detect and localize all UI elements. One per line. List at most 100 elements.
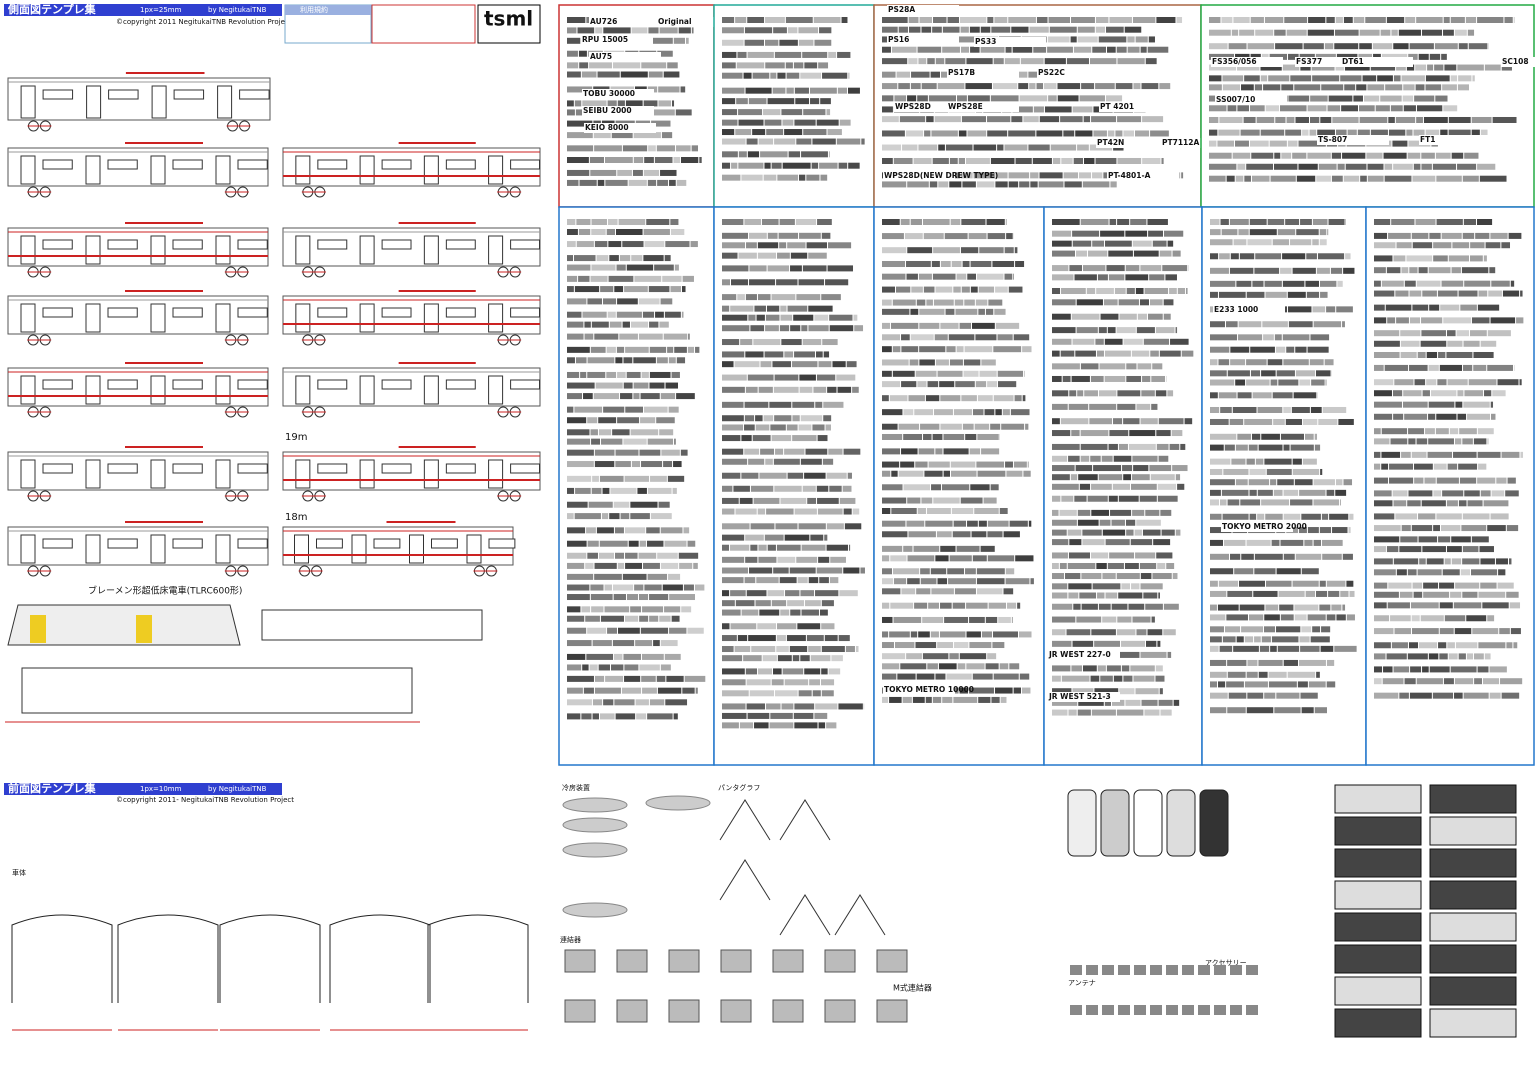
sprite-part [779, 219, 795, 225]
sprite-part [1004, 273, 1013, 280]
front-scale: 1px=10mm [140, 785, 182, 793]
sprite-part [1513, 642, 1518, 649]
sprite-part [1059, 563, 1067, 570]
sprite-part [1148, 230, 1164, 237]
door [215, 155, 231, 185]
sprite-part [1235, 479, 1248, 486]
sprite-part [664, 255, 671, 262]
sprite-part [617, 562, 625, 569]
sprite-part [1052, 474, 1070, 481]
sprite-part [771, 294, 796, 301]
sprite-part [567, 371, 580, 378]
sprite-part [1098, 36, 1127, 43]
sprite-part [1300, 645, 1320, 652]
sprite-part [1374, 490, 1392, 497]
sprite-part [930, 631, 939, 638]
sprite-part [626, 264, 654, 271]
sprite-part [860, 567, 865, 574]
sprite-part [1108, 250, 1133, 257]
sprite-part [758, 668, 773, 675]
sprite-part [1219, 645, 1233, 652]
sprite-part [985, 308, 994, 315]
sprite-part [1383, 152, 1407, 159]
sprite-part [1471, 129, 1480, 136]
sprite-part [814, 314, 829, 321]
sprite-part [1295, 346, 1307, 353]
sprite-part [1398, 29, 1421, 36]
sprite-part [594, 449, 615, 456]
door [85, 459, 101, 489]
sprite-part [993, 631, 1019, 638]
sprite-part [1235, 53, 1250, 60]
sprite-part [1143, 592, 1158, 599]
tram-label: ブレーメン形超低床電車(TLRC600形) [88, 585, 242, 597]
sprite-part [1104, 240, 1132, 247]
sprite-part [1210, 346, 1230, 353]
sprite-part [1501, 242, 1511, 249]
sprite-part [1432, 692, 1454, 699]
sprite-part [1322, 553, 1342, 560]
sprite-part [1013, 461, 1027, 468]
sprite-part [771, 679, 784, 686]
sprite-part [1439, 602, 1453, 609]
sprite-part [809, 679, 820, 686]
sprite-part [1374, 232, 1388, 239]
sprite-part [1052, 313, 1071, 320]
sprite-part [1301, 707, 1314, 714]
sprite-part [1390, 438, 1408, 445]
sprite-part [1374, 413, 1393, 420]
sprite-part [926, 507, 951, 514]
sprite-part [1239, 29, 1255, 36]
sprite-part [1318, 418, 1338, 425]
sprite-part [1328, 590, 1340, 597]
sprite-part [633, 393, 640, 400]
sprite-part [682, 687, 695, 694]
sprite-part [1326, 659, 1335, 666]
sprite-part [1381, 428, 1408, 435]
sprite-part [1080, 430, 1109, 437]
sprite-part [1132, 455, 1158, 462]
sprite-part [901, 346, 919, 353]
door [150, 375, 166, 405]
sprite-part [1161, 157, 1164, 164]
sprite-part [1167, 390, 1174, 397]
sprite-part [722, 448, 744, 455]
sprite-part [669, 594, 696, 601]
sprite-part [958, 157, 965, 164]
sprite-part [1239, 604, 1265, 611]
sprite-part [567, 27, 577, 34]
door [488, 155, 504, 185]
sprite-part [775, 448, 784, 455]
sprite-part [738, 162, 764, 169]
sprite-part [1326, 489, 1335, 496]
sprite-part [781, 703, 794, 710]
sprite-part [1304, 539, 1313, 546]
sprite-part [1447, 379, 1468, 386]
accessory [1182, 965, 1194, 975]
sprite-part [901, 381, 917, 388]
sprite-part [1083, 157, 1095, 164]
sprite-part [618, 219, 646, 225]
sprite-part [882, 71, 896, 78]
sprite-part [644, 241, 665, 248]
sprite-part [1077, 709, 1091, 716]
sprite-part [1039, 116, 1060, 123]
sprite-part [1414, 477, 1424, 484]
sprite-part [1160, 509, 1172, 516]
sprite-part [922, 219, 950, 225]
sprite-part [1097, 592, 1105, 599]
sprite-part [1458, 75, 1472, 82]
sprite-part [1061, 495, 1074, 502]
sprite-part [808, 577, 819, 584]
sprite-part [673, 713, 678, 720]
sprite-part [1100, 313, 1119, 320]
sprite-part [1104, 375, 1126, 382]
sprite-part [1321, 626, 1331, 633]
sprite-part [1066, 58, 1089, 65]
parts-label: パンタグラフ [718, 783, 760, 792]
sprite-part [657, 50, 673, 57]
sprite-part [792, 361, 818, 368]
sprite-part [1387, 602, 1410, 609]
sprite-part [1301, 626, 1312, 633]
